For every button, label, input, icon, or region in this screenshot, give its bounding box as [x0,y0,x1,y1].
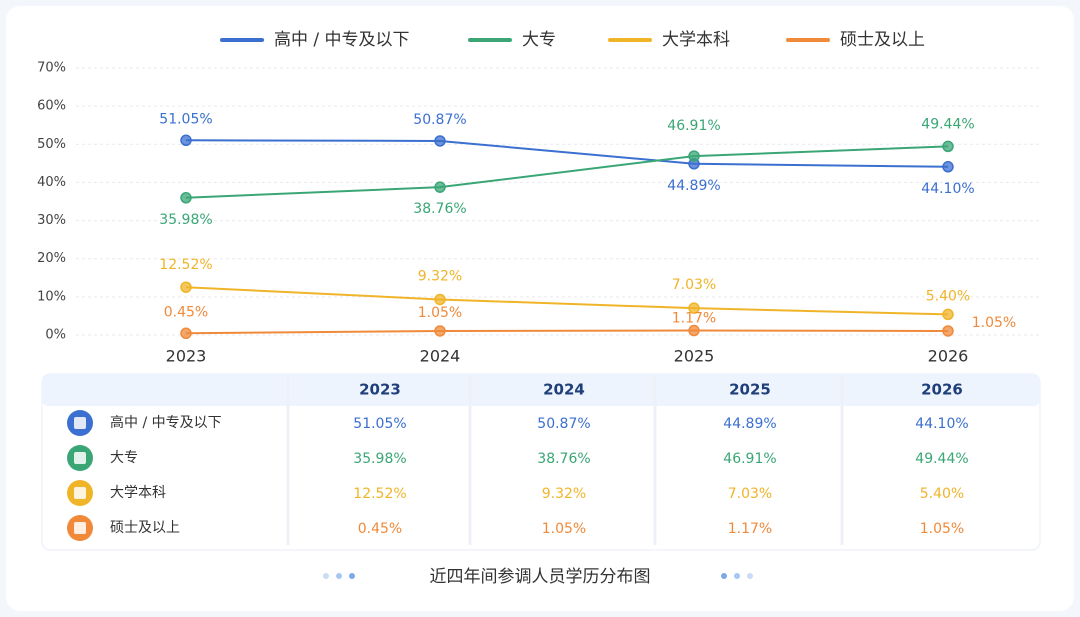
y-tick-label: 10% [37,289,66,304]
table-header-bg [42,374,1040,406]
data-point [434,293,446,306]
table-cell: 51.05% [353,416,406,432]
data-label: 51.05% [159,111,212,127]
decor-dot [349,573,355,579]
row-icon-glyph [74,522,86,534]
data-point [688,150,700,162]
table-cell: 49.44% [915,451,968,467]
data-point [180,192,192,204]
data-label: 38.76% [413,201,466,217]
legend-label: 大学本科 [662,30,730,50]
x-tick-label: 2026 [928,347,969,366]
data-point [180,281,192,293]
decor-dot [323,573,329,579]
series-line [185,139,949,168]
legend-label: 硕士及以上 [840,30,925,50]
data-label: 46.91% [667,118,720,134]
y-tick-label: 50% [37,137,66,152]
x-tick-label: 2025 [674,347,715,366]
data-point [942,140,954,153]
data-point [942,161,954,173]
row-label: 大专 [110,450,138,466]
data-label: 12.52% [159,257,212,273]
table-header: 2026 [921,381,963,399]
y-tick-label: 40% [37,175,66,190]
decor-dot [336,573,342,579]
data-point [434,181,446,193]
data-label: 1.17% [672,311,716,327]
y-tick-label: 20% [37,251,66,266]
row-icon-glyph [74,452,86,464]
data-label: 44.89% [667,178,720,194]
series-line [185,286,949,316]
data-label: 1.05% [972,315,1016,331]
table-cell: 7.03% [728,486,772,502]
legend-label: 高中 / 中专及以下 [274,30,410,50]
table-cell: 46.91% [723,451,776,467]
data-label: 35.98% [159,212,212,228]
row-icon-glyph [74,417,86,429]
table-cell: 5.40% [920,486,964,502]
table-cell: 9.32% [542,486,586,502]
table-cell: 1.05% [920,521,964,537]
y-tick-label: 70% [37,61,66,76]
decor-dot [721,573,727,579]
data-point [688,324,700,337]
decor-dot [747,573,753,579]
table-cell: 35.98% [353,451,406,467]
table-cell: 1.17% [728,521,772,537]
data-label: 0.45% [164,304,208,320]
y-tick-label: 0% [45,328,66,343]
y-tick-label: 60% [37,99,66,114]
x-tick-label: 2023 [166,347,207,366]
data-point [180,134,192,147]
data-point [434,135,446,147]
data-label: 5.40% [926,288,970,304]
table-header: 2024 [543,381,585,399]
data-point [688,302,700,314]
series-line [185,329,949,335]
table-header: 2023 [359,381,401,399]
data-label: 49.44% [921,116,974,132]
row-label: 大学本科 [110,485,166,501]
table-cell: 44.89% [723,416,776,432]
data-point [434,325,446,337]
row-icon-glyph [74,487,86,499]
legend-label: 大专 [522,30,556,50]
decor-dot [734,573,740,579]
data-label: 44.10% [921,181,974,197]
data-point [942,325,954,337]
table-header: 2025 [729,381,771,399]
x-tick-label: 2024 [420,347,461,366]
table-cell: 0.45% [358,521,402,537]
table-cell: 44.10% [915,416,968,432]
data-point [942,308,954,321]
table-cell: 1.05% [542,521,586,537]
row-label: 硕士及以上 [110,520,180,536]
table-cell: 50.87% [537,416,590,432]
data-label: 1.05% [418,305,462,321]
data-label: 50.87% [413,112,466,128]
data-label: 7.03% [672,277,716,293]
series-line [185,145,949,199]
chart-title: 近四年间参调人员学历分布图 [430,567,651,587]
row-label: 高中 / 中专及以下 [110,414,222,431]
y-tick-label: 30% [37,213,66,228]
data-point [180,327,192,340]
data-label: 9.32% [418,268,462,284]
table-cell: 12.52% [353,486,406,502]
table-cell: 38.76% [537,451,590,467]
